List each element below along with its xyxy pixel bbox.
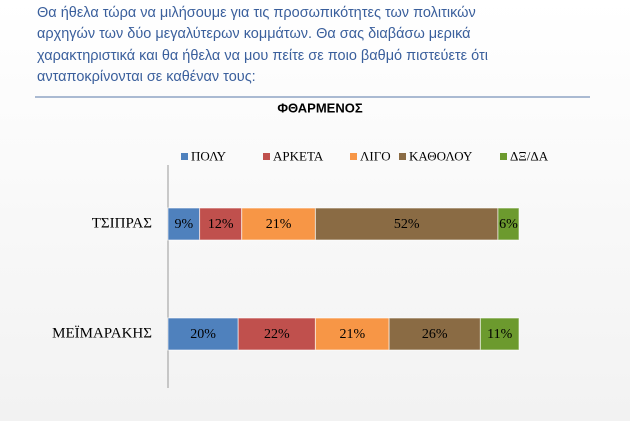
bar-segment (479, 317, 520, 351)
legend-label: ΠΟΛΥ (191, 148, 227, 163)
data-label: 12% (208, 217, 234, 232)
bar-segment (237, 317, 316, 351)
legend-swatch (350, 153, 357, 160)
legend-label: ΚΑΘΟΛΟΥ (409, 148, 473, 163)
bar-segment (167, 207, 201, 241)
data-label: 6% (499, 217, 518, 232)
data-label: 21% (266, 217, 292, 232)
bar-segment (241, 207, 316, 241)
data-label: 21% (339, 327, 365, 342)
bar-segment (388, 317, 481, 351)
question-line: ανταποκρίνονται σε καθέναν τους: (37, 69, 256, 85)
chart-title: ΦΘΑΡΜΕΝΟΣ (277, 100, 362, 115)
question-line: αρχηγών των δύο μεγαλύτερων κομμάτων. Θα… (37, 26, 471, 42)
question-line: χαρακτηριστικά και θα ήθελα να μου πείτε… (37, 48, 488, 64)
data-label: 20% (190, 327, 216, 342)
data-label: 22% (264, 327, 290, 342)
legend-swatch (181, 153, 188, 160)
legend-label: ΛΙΓΟ (360, 148, 391, 163)
legend-label: ΑΡΚΕΤΑ (273, 148, 324, 163)
bar-segment (314, 207, 499, 241)
legend-swatch (399, 153, 406, 160)
legend-label: ΔΞ/ΔΑ (510, 148, 549, 163)
data-label: 9% (174, 217, 193, 232)
bar-segment (497, 207, 520, 241)
category-label: ΤΣΙΠΡΑΣ (92, 215, 152, 231)
data-label: 52% (394, 217, 420, 232)
legend-swatch (500, 153, 507, 160)
bar-segment (314, 317, 390, 351)
legend-swatch (263, 153, 270, 160)
question-line: Θα ήθελα τώρα να μιλήσουμε για τις προσω… (37, 5, 476, 21)
category-label: ΜΕΪΜΑΡΑΚΗΣ (52, 324, 152, 341)
data-label: 11% (487, 327, 512, 342)
data-label: 26% (422, 327, 448, 342)
